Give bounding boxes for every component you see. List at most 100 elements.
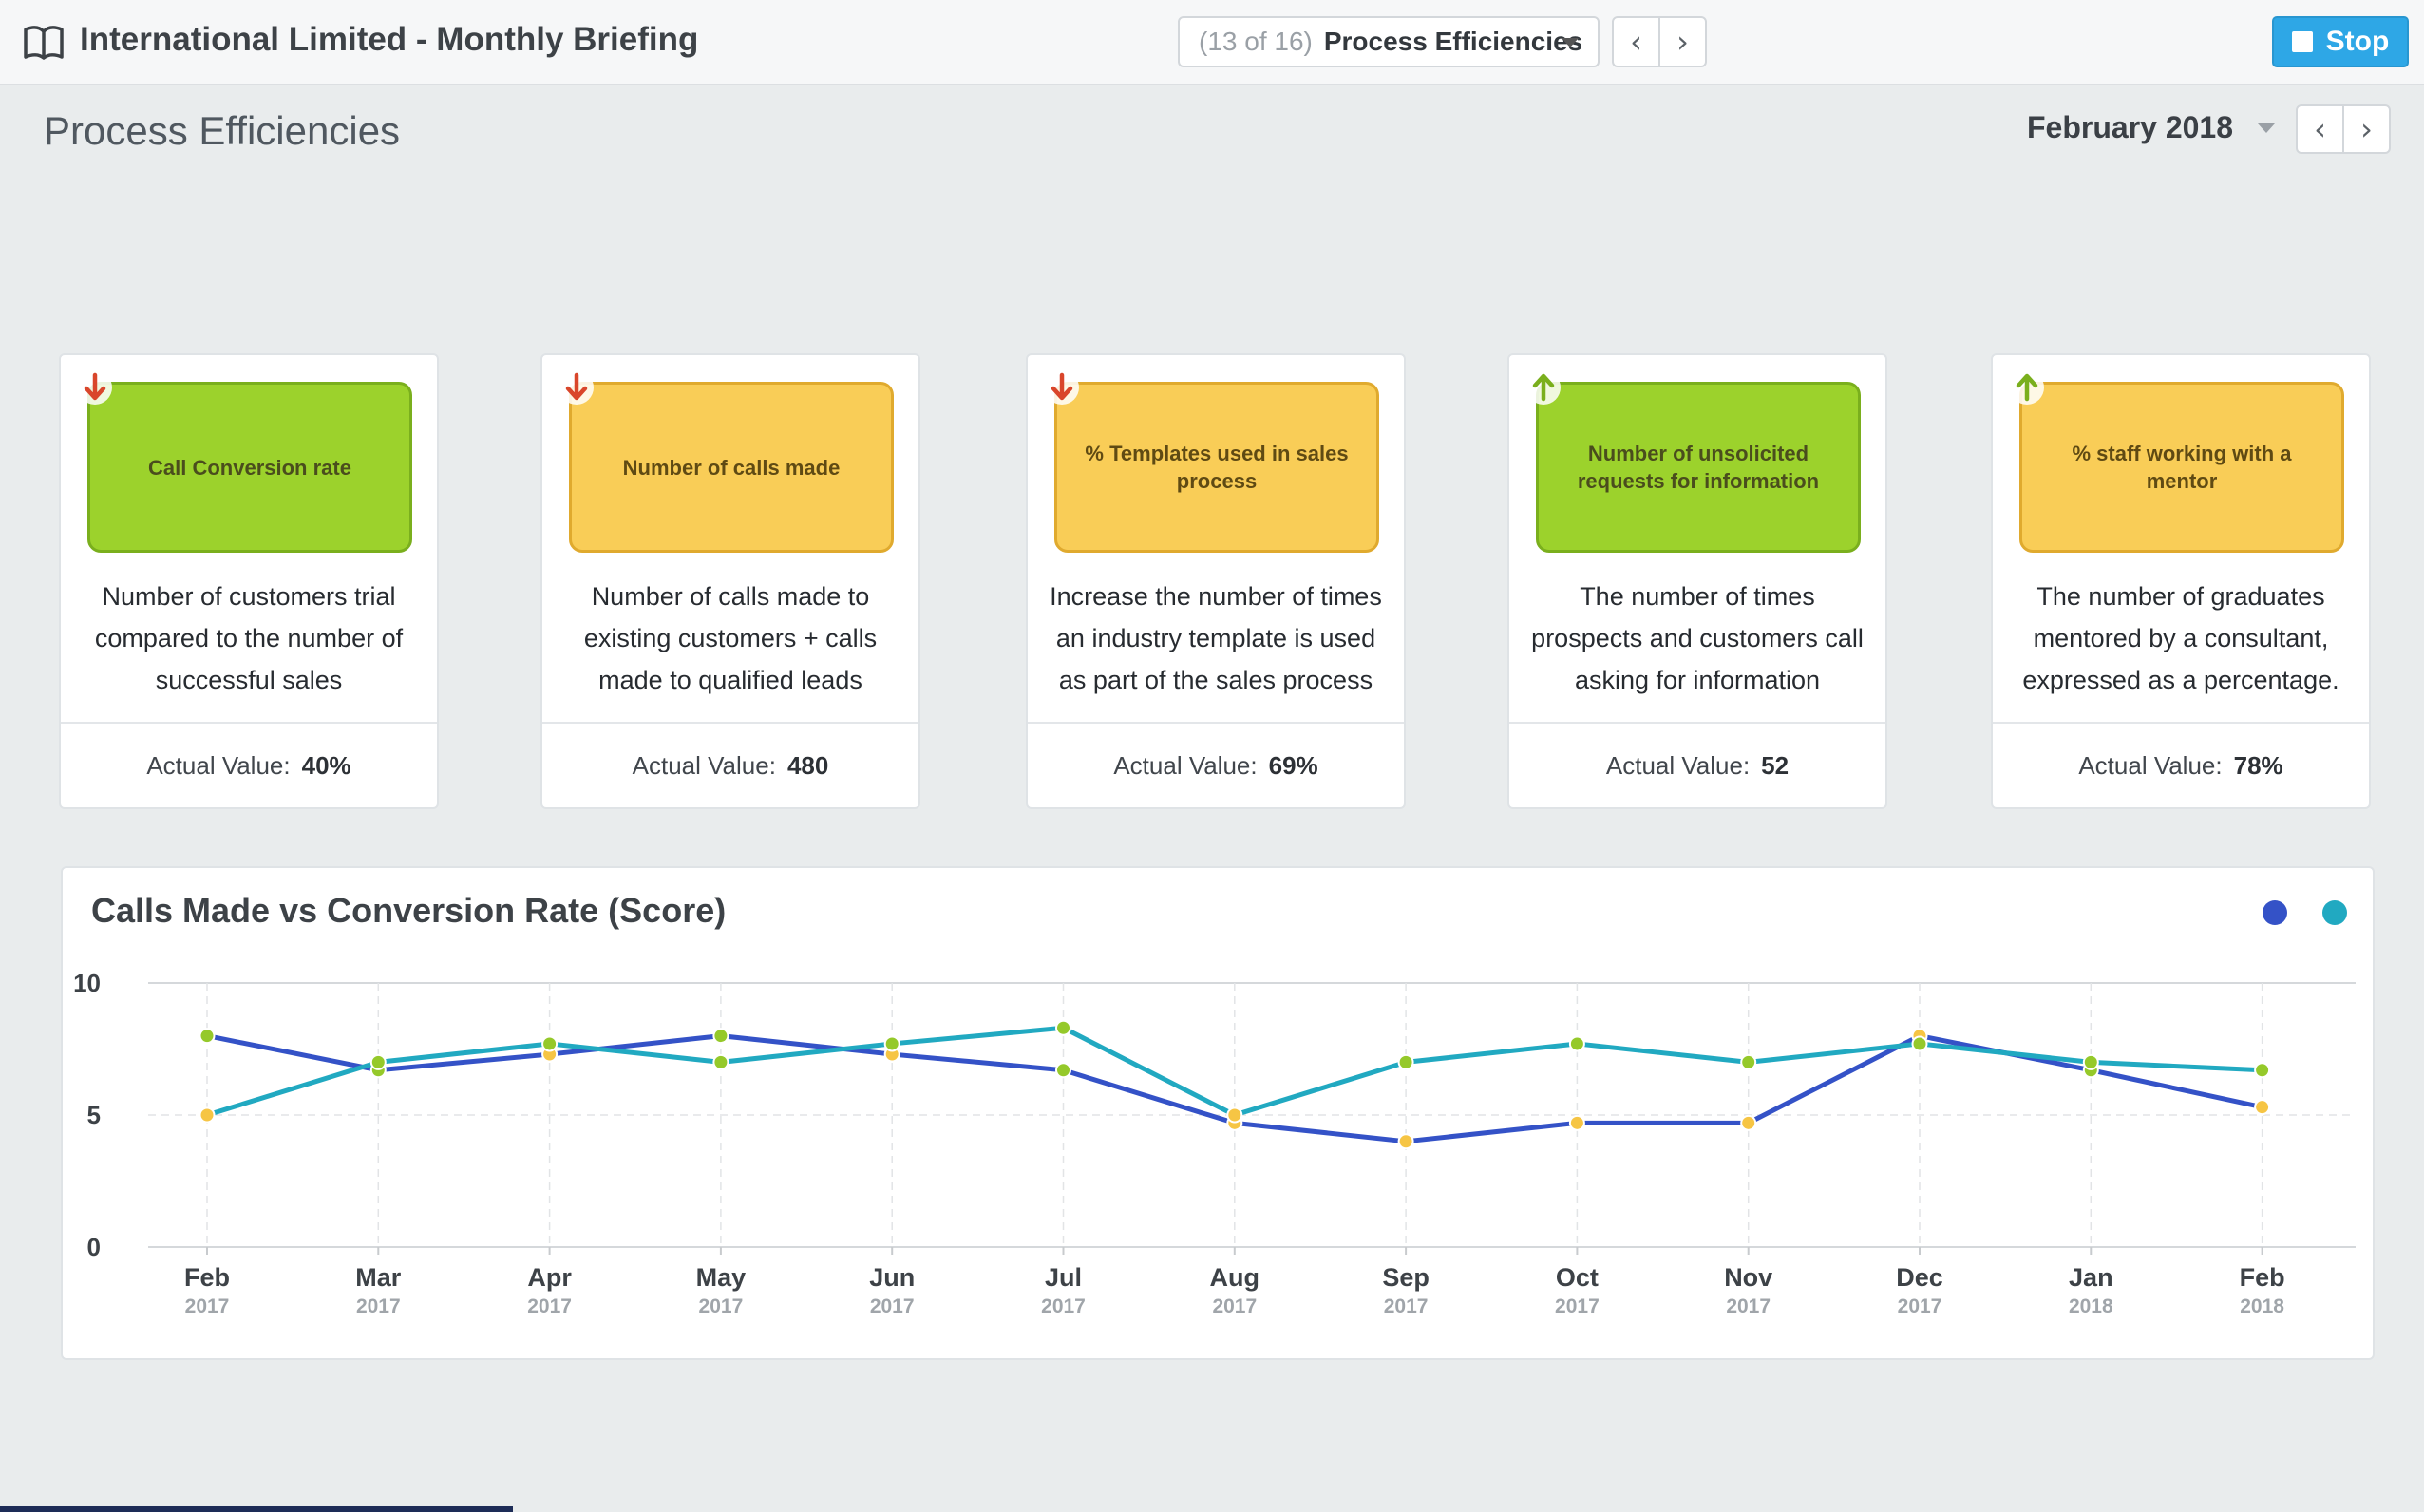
series-2-point (1568, 1035, 1585, 1052)
kpi-footer: Actual Value: 480 (542, 722, 918, 807)
legend-series-1-dot[interactable] (2263, 900, 2287, 925)
kpi-card[interactable]: % Templates used in sales process Increa… (1026, 353, 1406, 809)
y-tick-label: 0 (87, 1233, 101, 1261)
x-tick-label: Jul (1045, 1263, 1082, 1292)
actual-value-label: Actual Value: (2078, 750, 2223, 780)
line-chart: 0 5 10 Feb 2017 Mar 2017 Apr 2017 May 2017 Jun 2017 J… (73, 969, 2356, 1317)
x-tick-year-label: 2017 (185, 1295, 230, 1317)
period-selector[interactable]: February 2018 (2027, 110, 2276, 145)
slide-selector[interactable]: (13 of 16) Process Efficiencies (1178, 16, 1600, 67)
series-2-point (883, 1035, 900, 1052)
trend-up-icon (2010, 370, 2044, 405)
kpi-description: Number of customers trial compared to th… (94, 582, 404, 694)
y-tick-label: 5 (87, 1101, 101, 1129)
series-2-point (2254, 1062, 2271, 1079)
app-title: International Limited - Monthly Briefing (80, 21, 699, 58)
kpi-description: The number of graduates mentored by a co… (2022, 582, 2339, 694)
prev-period-button[interactable]: ‹ (2314, 111, 2326, 147)
series-1-point (1397, 1133, 1414, 1150)
chevron-down-icon (1562, 38, 1579, 47)
x-tick-label: Oct (1556, 1263, 1599, 1292)
kpi-card[interactable]: % staff working with a mentor The number… (1991, 353, 2371, 809)
book-icon (24, 26, 64, 60)
series-2-point (2082, 1053, 2099, 1070)
next-slide-button[interactable]: › (1658, 18, 1705, 66)
kpi-description: The number of times prospects and custom… (1531, 582, 1864, 694)
actual-value: 480 (786, 750, 829, 780)
series-1-point (712, 1028, 729, 1045)
x-tick-label: Apr (527, 1263, 572, 1292)
trend-down-icon (1045, 370, 1079, 405)
x-tick-label: May (696, 1263, 747, 1292)
actual-value-label: Actual Value: (1113, 750, 1258, 780)
stop-button[interactable]: Stop (2272, 16, 2409, 67)
kpi-footer: Actual Value: 40% (61, 722, 437, 807)
series-2-point (369, 1053, 387, 1070)
x-tick-label: Aug (1210, 1263, 1259, 1292)
x-tick-year-label: 2017 (1555, 1295, 1600, 1317)
period-label: February 2018 (2027, 110, 2234, 144)
legend-series-2-dot[interactable] (2322, 900, 2347, 925)
x-tick-label: Nov (1724, 1263, 1772, 1292)
x-tick-label: Dec (1896, 1263, 1943, 1292)
kpi-tile[interactable]: % Templates used in sales process (1054, 382, 1379, 553)
stop-label: Stop (2325, 26, 2390, 57)
slide-nav: ‹ › (1612, 16, 1707, 67)
series-2-point (541, 1035, 559, 1052)
x-tick-label: Mar (355, 1263, 402, 1292)
kpi-tile[interactable]: % staff working with a mentor (2019, 382, 2344, 553)
x-tick-year-label: 2018 (2240, 1295, 2284, 1317)
kpi-tile[interactable]: Number of unsolicited requests for infor… (1536, 382, 1861, 553)
x-tick-year-label: 2017 (1212, 1295, 1257, 1317)
x-tick-label: Feb (2240, 1263, 2285, 1292)
x-tick-year-label: 2017 (1898, 1295, 1942, 1317)
kpi-card[interactable]: Call Conversion rate Number of customers… (59, 353, 439, 809)
period-nav: ‹ › (2296, 104, 2391, 154)
x-tick-year-label: 2017 (1726, 1295, 1771, 1317)
kpi-card[interactable]: Number of calls made Number of calls mad… (540, 353, 920, 809)
kpi-footer: Actual Value: 52 (1509, 722, 1885, 807)
kpi-description: Number of calls made to existing custome… (583, 582, 878, 694)
actual-value: 52 (1761, 750, 1790, 780)
actual-value: 78% (2233, 750, 2283, 780)
series-2-point (1226, 1106, 1243, 1124)
chevron-down-icon (2258, 123, 2276, 133)
slide-count: (13 of 16) (1199, 27, 1313, 56)
x-tick-label: Feb (184, 1263, 230, 1292)
x-tick-label: Jun (869, 1263, 915, 1292)
y-tick-label: 10 (73, 969, 101, 997)
actual-value-label: Actual Value: (146, 750, 291, 780)
series-2-point (199, 1106, 216, 1124)
series-1-point (199, 1028, 216, 1045)
x-tick-year-label: 2017 (1041, 1295, 1086, 1317)
kpi-tile[interactable]: Number of calls made (569, 382, 894, 553)
trend-down-icon (559, 370, 594, 405)
actual-value: 40% (301, 750, 351, 780)
prev-slide-button[interactable]: ‹ (1630, 24, 1642, 60)
page-title: Process Efficiencies (44, 108, 401, 153)
x-tick-year-label: 2017 (870, 1295, 915, 1317)
x-tick-year-label: 2017 (1384, 1295, 1429, 1317)
taskbar-strip (0, 1506, 513, 1512)
kpi-card[interactable]: Number of unsolicited requests for infor… (1507, 353, 1887, 809)
slide-name: Process Efficiencies (1323, 27, 1583, 56)
chart-panel: Calls Made vs Conversion Rate (Score) 0 5… (61, 866, 2375, 1360)
series-2-point (1055, 1019, 1071, 1036)
x-tick-year-label: 2017 (356, 1295, 401, 1317)
next-period-button[interactable]: › (2342, 106, 2389, 152)
x-tick-year-label: 2018 (2069, 1295, 2113, 1317)
x-tick-label: Jan (2069, 1263, 2113, 1292)
series-2-point (1397, 1053, 1414, 1070)
series-1-point (2254, 1099, 2271, 1116)
series-1-point (1055, 1062, 1071, 1079)
chart-title: Calls Made vs Conversion Rate (Score) (91, 891, 727, 930)
kpi-tile[interactable]: Call Conversion rate (87, 382, 412, 553)
kpi-description: Increase the number of times an industry… (1050, 582, 1382, 694)
top-bar: International Limited - Monthly Briefing… (0, 0, 2424, 85)
x-tick-label: Sep (1382, 1263, 1430, 1292)
trend-up-icon (1526, 370, 1561, 405)
actual-value-label: Actual Value: (1605, 750, 1751, 780)
series-2-point (1740, 1053, 1757, 1070)
actual-value-label: Actual Value: (632, 750, 776, 780)
series-2-point (712, 1053, 729, 1070)
